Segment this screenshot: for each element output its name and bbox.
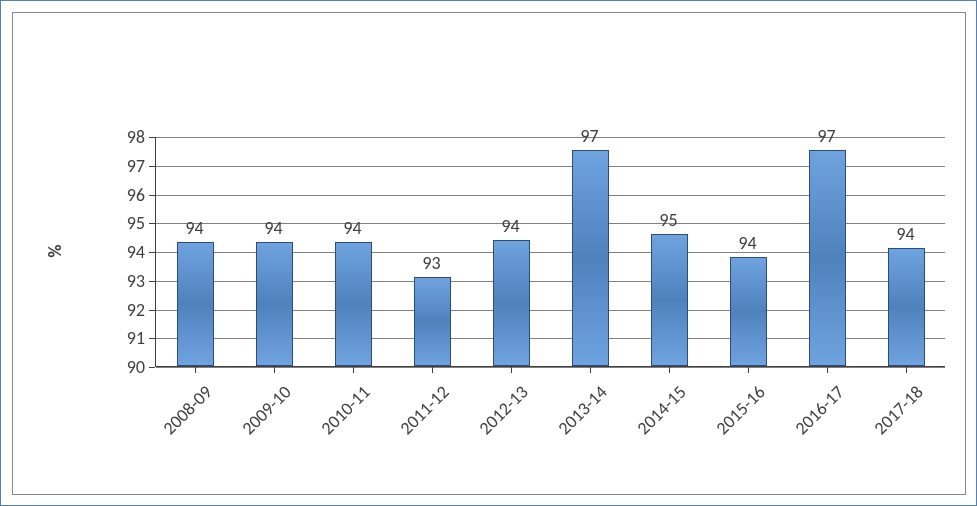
bar xyxy=(888,248,924,366)
y-tick-mark xyxy=(149,281,155,282)
x-tick-mark xyxy=(748,367,749,373)
plot-area xyxy=(155,137,945,367)
x-tick-mark xyxy=(669,367,670,373)
x-tick-mark xyxy=(195,367,196,373)
y-tick-label: 96 xyxy=(115,184,145,206)
bar xyxy=(572,150,608,366)
x-tick-label: 2014-15 xyxy=(604,381,690,467)
y-tick-mark xyxy=(149,137,155,138)
y-tick-label: 98 xyxy=(115,126,145,148)
x-tick-mark xyxy=(274,367,275,373)
data-label: 94 xyxy=(738,232,756,254)
bar xyxy=(177,242,213,366)
x-tick-mark xyxy=(827,367,828,373)
data-label: 97 xyxy=(580,125,598,147)
y-axis-title: % xyxy=(44,236,66,266)
data-label: 94 xyxy=(264,217,282,239)
bar xyxy=(256,242,292,366)
x-tick-mark xyxy=(906,367,907,373)
data-label: 93 xyxy=(422,252,440,274)
y-tick-label: 94 xyxy=(115,241,145,263)
x-tick-label: 2011-12 xyxy=(367,381,453,467)
data-label: 95 xyxy=(659,209,677,231)
y-tick-mark xyxy=(149,166,155,167)
data-label: 97 xyxy=(817,125,835,147)
x-tick-label: 2012-13 xyxy=(446,381,532,467)
x-tick-label: 2009-10 xyxy=(209,381,295,467)
x-tick-label: 2017-18 xyxy=(841,381,927,467)
y-tick-mark xyxy=(149,367,155,368)
data-label: 94 xyxy=(185,217,203,239)
bar xyxy=(414,277,450,366)
y-tick-label: 95 xyxy=(115,212,145,234)
x-tick-label: 2015-16 xyxy=(683,381,769,467)
x-tick-label: 2013-14 xyxy=(525,381,611,467)
chart-inner-frame: % 90 91 92 93 94 95 96 97 98 94 2008-09 94 2009-10 94… xyxy=(12,12,966,495)
y-tick-label: 93 xyxy=(115,270,145,292)
y-tick-mark xyxy=(149,338,155,339)
data-label: 94 xyxy=(343,217,361,239)
chart-outer-frame: % 90 91 92 93 94 95 96 97 98 94 2008-09 94 2009-10 94… xyxy=(0,0,977,506)
x-tick-mark xyxy=(590,367,591,373)
bar xyxy=(493,240,529,367)
x-tick-mark xyxy=(511,367,512,373)
x-tick-label: 2016-17 xyxy=(762,381,848,467)
x-tick-mark xyxy=(432,367,433,373)
bar xyxy=(730,257,766,366)
data-label: 94 xyxy=(896,223,914,245)
x-tick-mark xyxy=(353,367,354,373)
y-tick-mark xyxy=(149,310,155,311)
y-tick-mark xyxy=(149,195,155,196)
data-label: 94 xyxy=(501,215,519,237)
x-tick-label: 2008-09 xyxy=(130,381,216,467)
y-tick-label: 91 xyxy=(115,327,145,349)
x-tick-label: 2010-11 xyxy=(288,381,374,467)
bar xyxy=(651,234,687,366)
y-tick-label: 92 xyxy=(115,299,145,321)
bar xyxy=(335,242,371,366)
y-tick-label: 90 xyxy=(115,356,145,378)
bar xyxy=(809,150,845,366)
y-tick-mark xyxy=(149,252,155,253)
y-tick-label: 97 xyxy=(115,155,145,177)
y-tick-mark xyxy=(149,223,155,224)
